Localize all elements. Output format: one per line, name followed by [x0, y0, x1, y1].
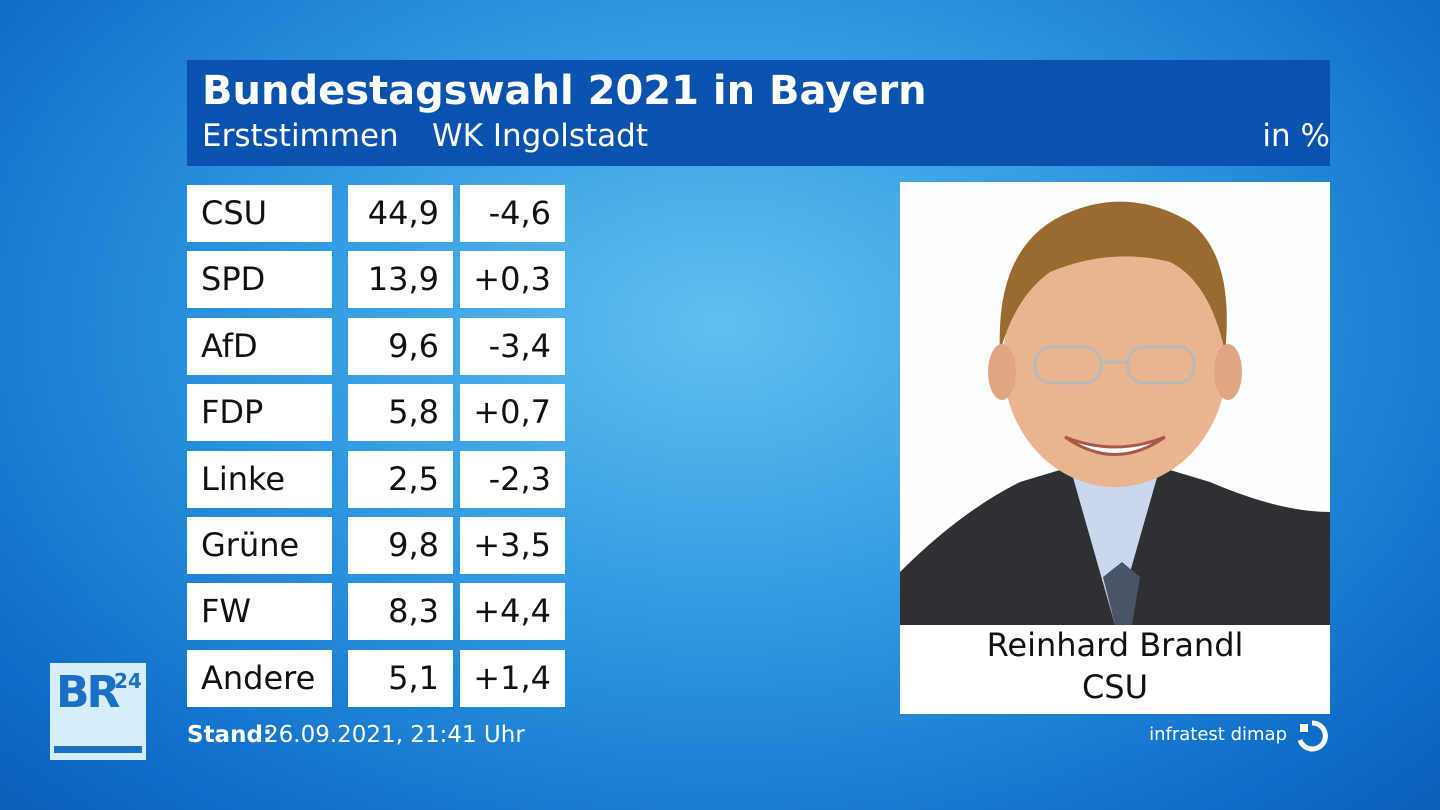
result-cell: 5,1 — [348, 649, 453, 707]
logo-brand: BR — [56, 667, 120, 718]
result-cell: 44,9 — [348, 185, 453, 242]
party-cell: FDP — [187, 384, 332, 442]
unit: in % — [1262, 118, 1330, 154]
change-cell: -4,6 — [460, 185, 565, 242]
change-cell: +0,7 — [460, 384, 565, 442]
footer-label: Stand: — [187, 722, 273, 748]
change-cell: -3,4 — [460, 317, 565, 375]
footer-date: 26.09.2021, 21:41 Uhr — [264, 722, 525, 748]
party-cell: CSU — [187, 185, 332, 242]
result-cell: 5,8 — [348, 384, 453, 442]
change-cell: +1,4 — [460, 649, 565, 707]
result-cell: 9,8 — [348, 517, 453, 574]
change-cell: +0,3 — [460, 251, 565, 309]
title: Bundestagswahl 2021 in Bayern — [202, 68, 927, 114]
vote-type: Erststimmen — [202, 118, 399, 154]
result-cell: 9,6 — [348, 317, 453, 375]
party-cell: SPD — [187, 251, 332, 309]
result-cell: 13,9 — [348, 251, 453, 309]
logo-number: 24 — [114, 669, 142, 693]
change-cell: -2,3 — [460, 450, 565, 508]
candidate-card: Reinhard Brandl CSU — [900, 182, 1330, 714]
party-cell: Andere — [187, 649, 332, 707]
change-cell: +3,5 — [460, 517, 565, 574]
candidate-photo — [900, 182, 1330, 625]
source: infratest dimap — [1149, 724, 1287, 745]
party-cell: Linke — [187, 450, 332, 508]
logo-bar — [54, 746, 142, 753]
br24-logo: BR 24 — [50, 663, 146, 760]
source-logo — [1297, 720, 1328, 752]
result-cell: 2,5 — [348, 450, 453, 508]
party-cell: AfD — [187, 317, 332, 375]
header: Bundestagswahl 2021 in Bayern Erststimme… — [187, 60, 1330, 166]
result-cell: 8,3 — [348, 583, 453, 641]
party-cell: Grüne — [187, 517, 332, 574]
candidate-party: CSU — [1081, 668, 1149, 706]
district: WK Ingolstadt — [432, 118, 649, 154]
party-cell: FW — [187, 583, 332, 641]
candidate-name: Reinhard Brandl — [986, 626, 1244, 664]
change-cell: +4,4 — [460, 583, 565, 641]
